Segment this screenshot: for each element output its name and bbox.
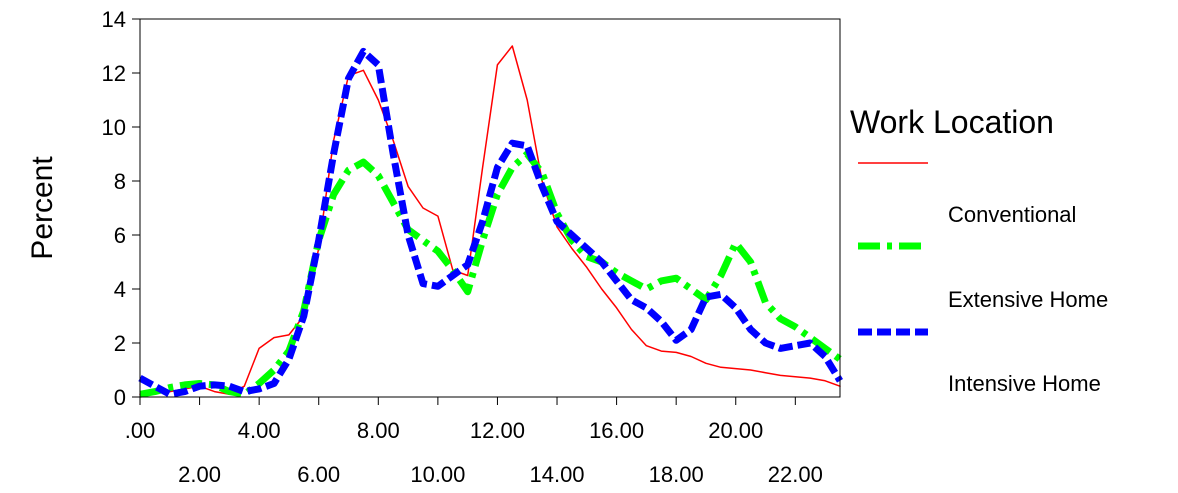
legend-title: Work Location [850,104,1054,140]
x-tick-label: 4.00 [238,418,281,443]
x-tick-label: 8.00 [357,418,400,443]
series-line-intensive-home [138,47,843,398]
legend-label: Conventional [948,202,1076,227]
y-tick-label: 2 [114,331,126,356]
x-tick-label: 20.00 [708,418,763,443]
x-tick-label: 16.00 [589,418,644,443]
legend: Work Location Conventional Extensive Home… [850,104,1108,396]
y-axis: 0 2 4 6 8 10 12 14 [102,7,140,410]
x-tick-label: .00 [125,418,156,443]
y-tick-label: 4 [114,277,126,302]
x-tick-label: 12.00 [470,418,525,443]
x-axis: .00 4.00 8.00 12.00 16.00 20.00 2.00 6.00 10.00 1… [125,397,823,487]
y-tick-label: 6 [114,223,126,248]
x-tick-label: 2.00 [178,462,221,487]
y-tick-label: 14 [102,7,126,32]
x-tick-label: 22.00 [768,462,823,487]
y-axis-title: Percent [26,156,59,260]
x-tick-label: 18.00 [649,462,704,487]
y-tick-label: 10 [102,115,126,140]
plot-lines [138,45,843,398]
plot-frame [139,18,841,398]
y-tick-label: 8 [114,169,126,194]
y-tick-label: 12 [102,61,126,86]
legend-label: Extensive Home [948,287,1108,312]
series-line-extensive-home [139,150,843,398]
x-tick-label: 14.00 [529,462,584,487]
x-tick-label: 10.00 [410,462,465,487]
y-tick-label: 0 [114,385,126,410]
legend-label: Intensive Home [948,371,1101,396]
x-tick-label: 6.00 [297,462,340,487]
series-line-conventional [139,45,841,396]
